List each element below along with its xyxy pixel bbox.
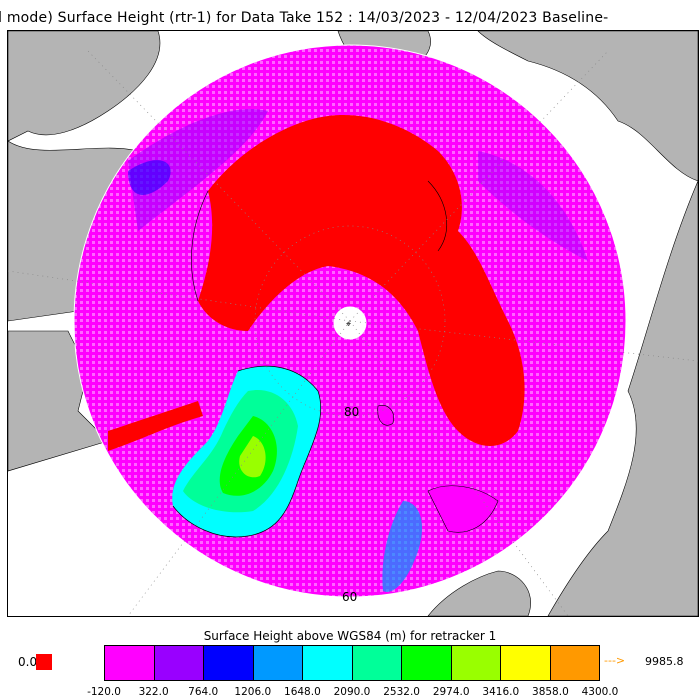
colorbar-segment — [352, 646, 402, 680]
polar-map: 80 60 ⌖ — [7, 30, 699, 617]
map-title: ll mode) Surface Height (rtr-1) for Data… — [0, 10, 609, 26]
colorbar-segment — [253, 646, 303, 680]
lat-label-80: 80 — [344, 405, 359, 419]
colorbar-segment — [204, 646, 254, 680]
zero-value-label: 0.0 — [18, 655, 38, 669]
lat-label-60: 60 — [342, 590, 357, 604]
colorbar-tick-label: 1648.0 — [284, 686, 321, 698]
zero-color-swatch — [36, 654, 52, 670]
colorbar-segment — [105, 646, 155, 680]
colorbar-tick-label: 2974.0 — [432, 686, 470, 698]
coverage-disk — [74, 45, 626, 597]
colorbar-segment — [303, 646, 353, 680]
colorbar — [104, 645, 600, 681]
colorbar-tick-label: 1206.0 — [234, 686, 272, 698]
colorbar-segment — [501, 646, 551, 680]
colorbar-tick-label: 4300.0 — [581, 686, 619, 698]
pole-marker-icon: ⌖ — [346, 320, 351, 330]
colorbar-tick-label: 3858.0 — [532, 686, 569, 698]
colorbar-tick-label: 3416.0 — [482, 686, 520, 698]
colorbar-tick-label: 2090.0 — [333, 686, 371, 698]
overflow-arrow-icon: ---> — [604, 654, 626, 667]
colorbar-tick-label: 764.0 — [188, 686, 219, 698]
colorbar-tick-label: -120.0 — [87, 686, 121, 698]
colorbar-tick-label: 322.0 — [138, 686, 169, 698]
arctic-projection: 80 60 ⌖ — [8, 31, 698, 616]
overflow-value: 9985.8 — [645, 655, 684, 668]
colorbar-segment — [402, 646, 452, 680]
colorbar-tick-label: 2532.0 — [383, 686, 420, 698]
colorbar-segment — [154, 646, 204, 680]
colorbar-segment — [550, 646, 599, 680]
colorbar-segment — [451, 646, 501, 680]
graticule — [8, 50, 698, 616]
legend-title: Surface Height above WGS84 (m) for retra… — [203, 629, 497, 643]
